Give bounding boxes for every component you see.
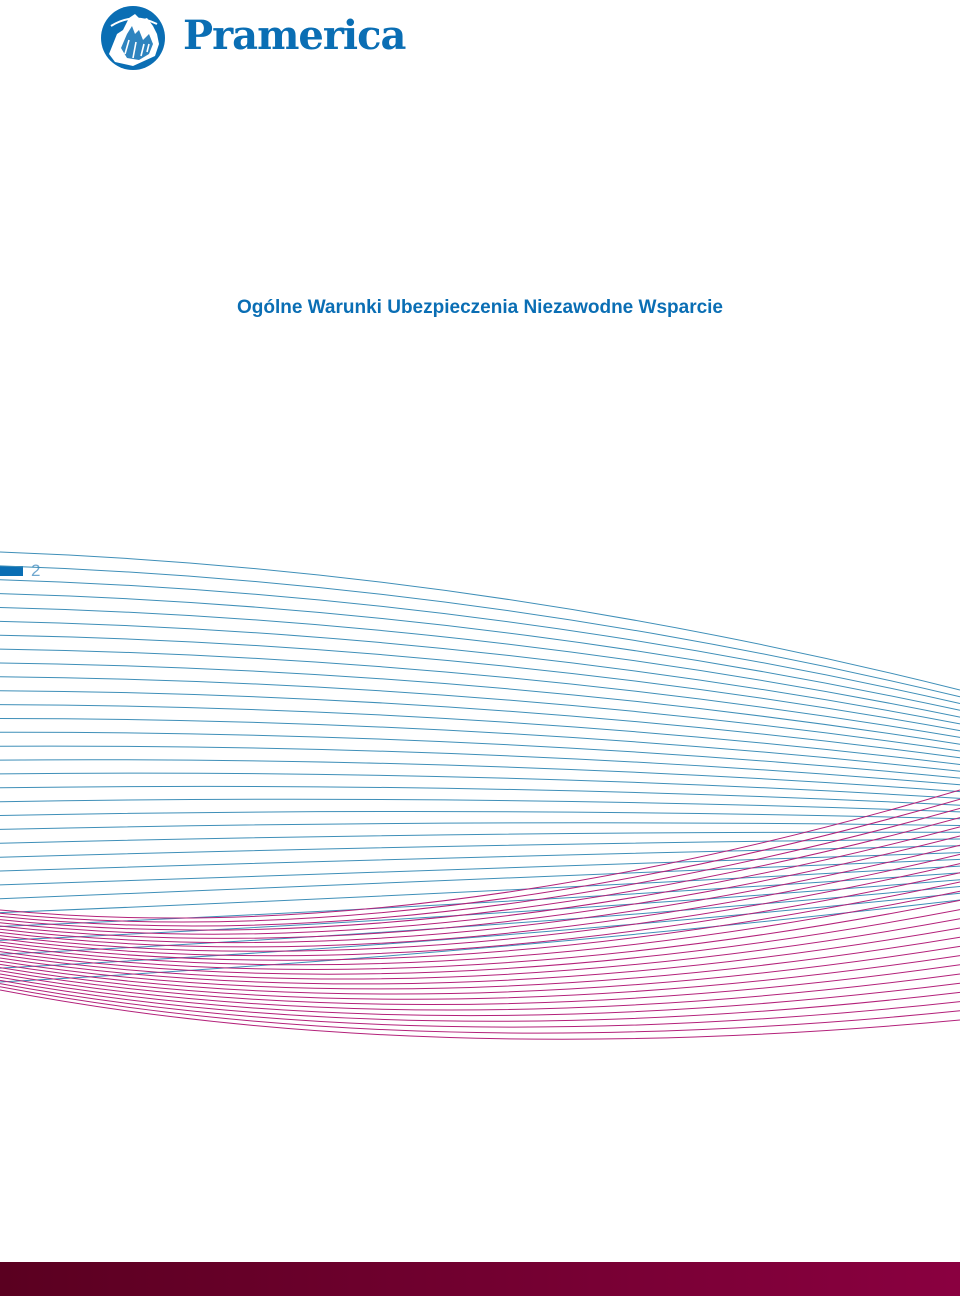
wave-line-magenta <box>0 989 960 1040</box>
wave-line-blue <box>0 785 960 806</box>
wave-line-blue <box>0 690 960 759</box>
wave-line-blue <box>0 892 960 969</box>
wave-line-magenta <box>0 899 960 970</box>
wave-line-magenta <box>0 979 960 1022</box>
brand-wordmark: Pramerica <box>183 12 406 59</box>
wave-line-magenta <box>0 835 960 939</box>
wave-line-magenta <box>0 927 960 985</box>
wave-line-blue <box>0 676 960 752</box>
wave-line-magenta <box>0 986 960 1034</box>
wave-line-blue <box>0 811 960 820</box>
wave-line-blue <box>0 759 960 793</box>
footer-color-band <box>0 1262 960 1296</box>
wave-line-magenta <box>0 936 960 990</box>
logo-sky-swoosh <box>110 17 158 27</box>
wave-line-blue <box>0 865 960 914</box>
wave-line-blue <box>0 822 960 830</box>
wave-line-blue <box>0 858 960 900</box>
wave-line-magenta <box>0 863 960 952</box>
pramerica-rock-logo-icon <box>101 6 165 70</box>
wave-line-blue <box>0 579 960 704</box>
wave-line-magenta <box>0 964 960 1006</box>
wave-line-magenta <box>0 872 960 957</box>
wave-line-blue <box>0 745 960 786</box>
decorative-wave-lines <box>0 551 960 1040</box>
page-marker-bar <box>0 566 23 576</box>
wave-line-blue <box>0 798 960 813</box>
wave-line-blue <box>0 551 960 691</box>
wave-line-magenta <box>0 807 960 927</box>
wave-line-magenta <box>0 853 960 948</box>
wave-line-blue <box>0 634 960 732</box>
wave-line-magenta <box>0 909 960 975</box>
wave-line-magenta <box>0 881 960 961</box>
wave-line-magenta <box>0 798 960 923</box>
wave-line-magenta <box>0 844 960 944</box>
wave-line-magenta <box>0 973 960 1011</box>
wave-line-blue <box>0 607 960 718</box>
wave-line-blue <box>0 731 960 779</box>
wave-line-magenta <box>0 945 960 995</box>
wave-line-blue <box>0 772 960 799</box>
wave-line-blue <box>0 648 960 738</box>
wave-line-blue <box>0 593 960 711</box>
wave-line-blue <box>0 899 960 983</box>
wave-line-blue <box>0 879 960 941</box>
page-number: 2 <box>31 561 41 580</box>
wave-line-magenta <box>0 817 960 931</box>
wave-line-blue <box>0 718 960 772</box>
wave-line-blue <box>0 620 960 725</box>
wave-line-blue <box>0 886 960 955</box>
wave-line-magenta <box>0 890 960 966</box>
wave-line-magenta <box>0 955 960 1000</box>
wave-line-magenta <box>0 976 960 1017</box>
wave-line-blue <box>0 852 960 886</box>
wave-line-blue <box>0 872 960 927</box>
wave-line-blue <box>0 662 960 745</box>
wave-line-blue <box>0 838 960 858</box>
wave-line-blue <box>0 704 960 765</box>
wave-line-magenta <box>0 918 960 980</box>
wave-line-blue <box>0 565 960 698</box>
wave-line-blue <box>0 831 960 844</box>
logo-rock-lines <box>124 39 150 59</box>
wave-line-magenta <box>0 826 960 935</box>
wave-line-magenta <box>0 983 960 1028</box>
logo-rock-shading <box>121 26 153 60</box>
document-title: Ogólne Warunki Ubezpieczenia Niezawodne … <box>236 297 723 318</box>
wave-line-blue <box>0 845 960 872</box>
wave-line-magenta <box>0 789 960 919</box>
